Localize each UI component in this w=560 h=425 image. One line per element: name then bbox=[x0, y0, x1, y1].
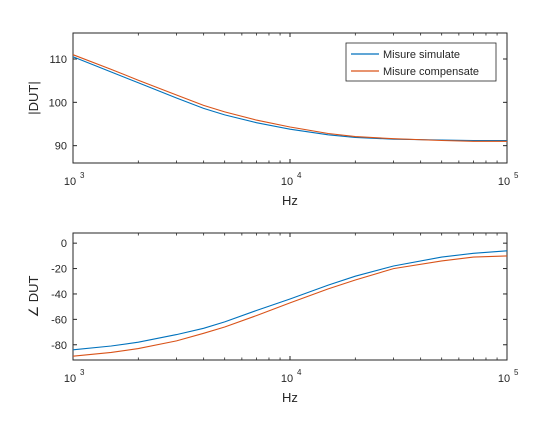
series-line-1 bbox=[72, 250, 508, 351]
x-tick-label: 10 bbox=[498, 373, 510, 385]
y-tick-label: -60 bbox=[51, 314, 67, 326]
x-tick-exponent: 5 bbox=[514, 368, 519, 377]
y-tick-label: -80 bbox=[51, 340, 67, 352]
x-axis-label: Hz bbox=[282, 390, 298, 405]
x-tick-exponent: 5 bbox=[514, 171, 519, 180]
x-tick-label: 10 bbox=[498, 176, 510, 188]
x-axis-label: Hz bbox=[282, 193, 298, 208]
y-tick-label: -20 bbox=[51, 264, 67, 276]
x-tick-label: 10 bbox=[64, 373, 76, 385]
y-axis-label: ∠ DUT bbox=[26, 275, 41, 317]
series-line-2 bbox=[72, 54, 507, 142]
y-tick-label: 100 bbox=[49, 97, 67, 109]
x-tick-exponent: 4 bbox=[297, 368, 302, 377]
y-tick-label: -40 bbox=[51, 289, 67, 301]
series-line-2 bbox=[72, 255, 508, 357]
legend-label: Misure compensate bbox=[383, 66, 479, 78]
x-tick-label: 10 bbox=[64, 176, 76, 188]
y-tick-label: 90 bbox=[55, 141, 67, 153]
x-tick-label: 10 bbox=[281, 373, 293, 385]
legend-label: Misure simulate bbox=[383, 49, 460, 61]
x-tick-exponent: 3 bbox=[80, 368, 85, 377]
x-tick-exponent: 4 bbox=[297, 171, 302, 180]
y-tick-label: 0 bbox=[61, 238, 67, 250]
x-tick-label: 10 bbox=[281, 176, 293, 188]
x-tick-exponent: 3 bbox=[80, 171, 85, 180]
y-tick-label: 110 bbox=[49, 54, 67, 66]
legend-box bbox=[345, 42, 497, 82]
plot-area-2 bbox=[72, 232, 508, 361]
y-axis-label: |DUT| bbox=[26, 81, 41, 114]
